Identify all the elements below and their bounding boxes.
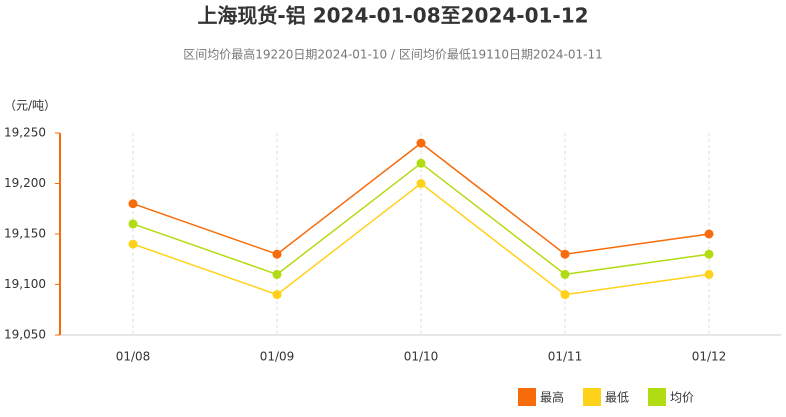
y-tick-label: 19,200 — [4, 176, 46, 190]
chart-subtitle: 区间均价最高19220日期2024-01-10 / 区间均价最低19110日期2… — [183, 47, 603, 62]
data-point — [128, 219, 138, 229]
data-point — [416, 158, 426, 168]
legend-swatch — [518, 388, 536, 406]
legend-label: 最低 — [605, 391, 629, 405]
data-point — [704, 269, 714, 279]
data-point — [560, 269, 570, 279]
y-tick-label: 19,150 — [4, 227, 46, 241]
y-tick-label: 19,050 — [4, 328, 46, 342]
y-axis-label: （元/吨） — [4, 99, 56, 113]
data-point — [128, 239, 138, 249]
x-tick-label: 01/08 — [116, 350, 151, 364]
data-point — [560, 249, 570, 259]
data-point — [128, 199, 138, 209]
y-tick-label: 19,100 — [4, 277, 46, 291]
data-point — [560, 290, 570, 300]
chart-title: 上海现货-铝 2024-01-08至2024-01-12 — [197, 4, 588, 28]
x-tick-label: 01/11 — [548, 350, 583, 364]
x-tick-label: 01/10 — [404, 350, 439, 364]
x-tick-label: 01/12 — [692, 350, 727, 364]
y-tick-label: 19,250 — [4, 126, 46, 140]
data-point — [704, 229, 714, 239]
legend-swatch — [583, 388, 601, 406]
legend-swatch — [648, 388, 666, 406]
x-tick-label: 01/09 — [260, 350, 295, 364]
data-point — [272, 290, 282, 300]
data-point — [704, 249, 714, 259]
data-point — [416, 179, 426, 188]
data-point — [416, 138, 426, 148]
legend-label: 均价 — [670, 391, 694, 405]
data-point — [272, 269, 282, 279]
data-point — [272, 249, 282, 259]
legend-label: 最高 — [540, 390, 564, 405]
